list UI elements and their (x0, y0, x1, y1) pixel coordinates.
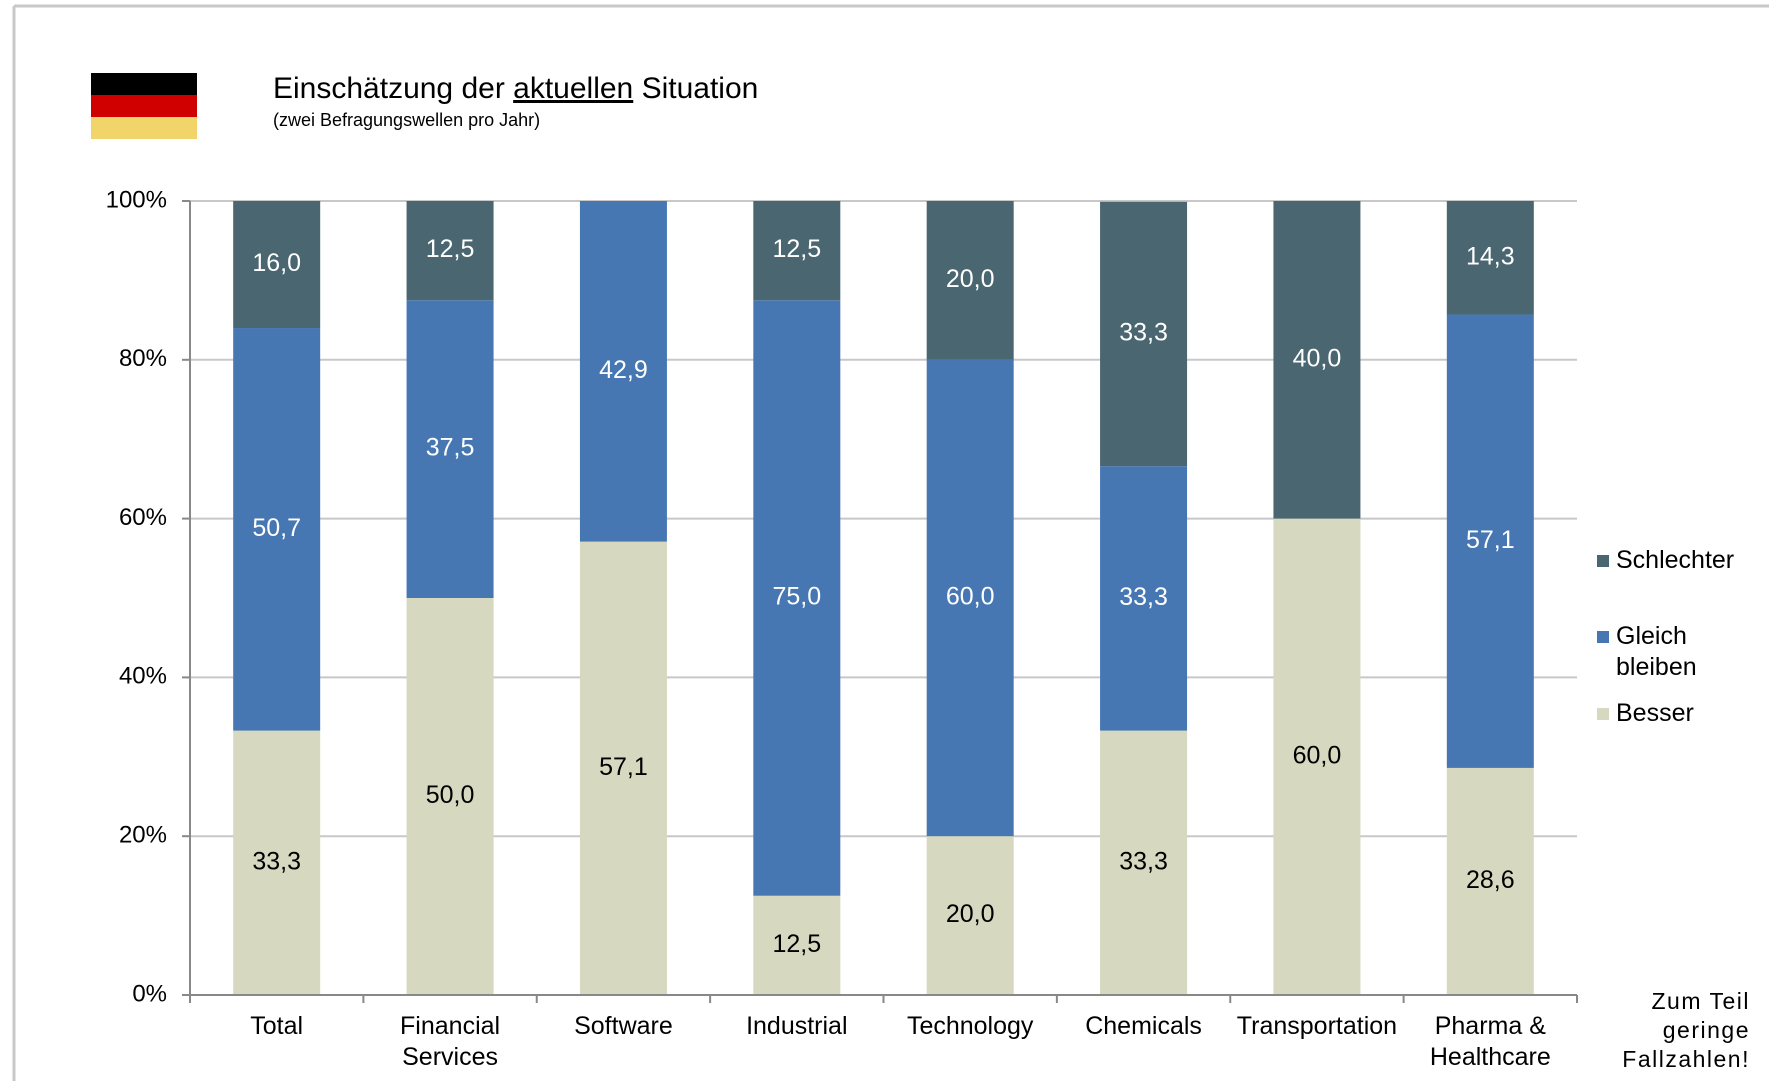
value-label: 42,9 (599, 356, 648, 384)
legend-label: Schlechter (1616, 546, 1734, 574)
x-tick-label: Financial Services (400, 1012, 500, 1071)
text-line: Technology (907, 1012, 1034, 1040)
bar-segment (579, 201, 667, 542)
bar-segment (579, 541, 667, 995)
value-label: 12,5 (426, 235, 475, 263)
bar-segment (1273, 518, 1361, 995)
value-label: 16,0 (252, 249, 301, 277)
flag-stripe (91, 117, 197, 139)
y-tick-label: 100% (106, 186, 167, 213)
text-line: Besser (1616, 699, 1694, 727)
y-tick-label: 40% (119, 663, 167, 690)
text-line: Transportation (1237, 1012, 1397, 1040)
note: Zum Teil (1652, 988, 1751, 1014)
y-tick-label: 80% (119, 345, 167, 372)
bar-segment (926, 836, 1014, 995)
bar-segment (406, 300, 494, 598)
value-label: 20,0 (946, 900, 995, 928)
legend-swatch (1597, 555, 1609, 567)
title-part: Situation (633, 72, 758, 105)
x-tick-label: Industrial (746, 1012, 847, 1040)
bar-segment (1446, 314, 1534, 768)
value-label: 75,0 (772, 583, 821, 611)
bar-segment (1446, 201, 1534, 315)
text-line: Healthcare (1430, 1043, 1551, 1071)
note: geringe (1663, 1017, 1750, 1043)
bar-segment (1446, 767, 1534, 995)
value-label: 50,0 (426, 781, 475, 809)
legend-label: Gleich bleiben (1616, 622, 1697, 681)
value-label: 37,5 (426, 434, 475, 462)
value-label: 33,3 (1119, 319, 1168, 347)
value-label: 33,3 (1119, 847, 1168, 875)
bar-segment (753, 895, 841, 995)
text-line: Chemicals (1085, 1012, 1202, 1040)
legend-label: Besser (1616, 699, 1694, 727)
title-part: Einschätzung der (273, 72, 513, 105)
bar-segment (233, 730, 321, 995)
bar-segment (926, 359, 1014, 837)
x-tick-label: Technology (907, 1012, 1034, 1040)
x-tick-label: Transportation (1237, 1012, 1397, 1040)
title-part: aktuellen (513, 72, 633, 105)
value-label: 57,1 (599, 753, 648, 781)
text-line: Services (402, 1043, 498, 1071)
bar-segment (233, 328, 321, 731)
value-label: 60,0 (1293, 741, 1342, 769)
value-label: 33,3 (252, 847, 301, 875)
value-label: 12,5 (772, 930, 821, 958)
value-label: 12,5 (772, 235, 821, 263)
legend-swatch (1597, 631, 1609, 643)
bar-segment (753, 300, 841, 896)
legend-swatch (1597, 708, 1609, 720)
value-label: 28,6 (1466, 866, 1515, 894)
value-label: 20,0 (946, 265, 995, 293)
chart-title: Einschätzung der aktuellen Situation (273, 72, 758, 105)
value-label: 40,0 (1293, 344, 1342, 372)
flag-stripe (91, 73, 197, 95)
value-label: 57,1 (1466, 526, 1515, 554)
bar-segment (233, 201, 321, 329)
text-line: Pharma & (1435, 1012, 1546, 1040)
text-line: Financial (400, 1012, 500, 1040)
bar-segment (926, 201, 1014, 360)
chart-subtitle: (zwei Befragungswellen pro Jahr) (273, 110, 540, 130)
value-label: 50,7 (252, 514, 301, 542)
flag (91, 73, 197, 139)
value-label: 60,0 (946, 583, 995, 611)
note: Fallzahlen! (1622, 1046, 1750, 1072)
bar-segment (1273, 201, 1361, 519)
bar-segment (1100, 466, 1188, 731)
text-line: Gleich (1616, 622, 1687, 650)
x-tick-label: Chemicals (1085, 1012, 1202, 1040)
bar-segment (1100, 201, 1188, 467)
x-tick-label: Total (250, 1012, 303, 1040)
text-line: Industrial (746, 1012, 847, 1040)
bar-segment (1100, 730, 1188, 995)
x-tick-label: Software (574, 1012, 673, 1040)
x-tick-label: Pharma & Healthcare (1430, 1012, 1551, 1071)
text-line: Total (250, 1012, 303, 1040)
flag-stripe (91, 95, 197, 117)
text-line: Schlechter (1616, 546, 1734, 574)
text-line: bleiben (1616, 653, 1697, 681)
value-label: 14,3 (1466, 242, 1515, 270)
bar-segment (406, 201, 494, 301)
y-tick-label: 0% (132, 980, 167, 1007)
y-tick-label: 20% (119, 822, 167, 849)
bar-segment (406, 598, 494, 995)
value-label: 33,3 (1119, 583, 1168, 611)
bar-segment (753, 201, 841, 301)
text-line: Software (574, 1012, 673, 1040)
y-tick-label: 60% (119, 504, 167, 531)
